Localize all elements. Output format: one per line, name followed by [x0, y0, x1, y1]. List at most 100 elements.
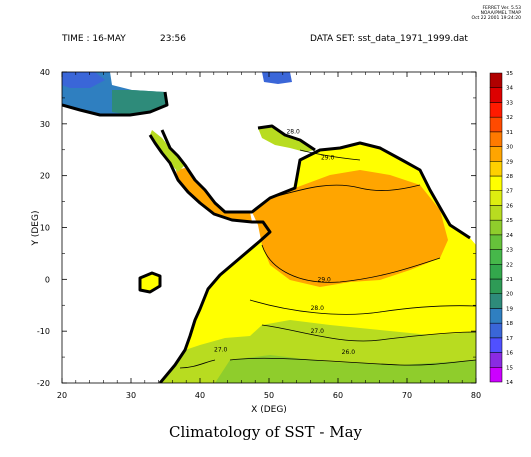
- colorbar-label: 29: [506, 159, 513, 165]
- colorbar-swatch: [489, 131, 503, 147]
- y-tick-label: -10: [37, 327, 50, 336]
- colorbar-label: 34: [506, 86, 513, 92]
- x-tick-label: 30: [126, 391, 136, 400]
- warm-core-29-30: [252, 170, 448, 287]
- x-tick-label: 20: [57, 391, 67, 400]
- stamp-line-2: NOAA/PMEL TMAP: [480, 11, 521, 16]
- axis-ticks: 20 30 40 50 60 70 80 -20 -10 0 10 20 30 40: [37, 68, 481, 400]
- colorbar-label: 20: [506, 292, 513, 298]
- colorbar-label: 30: [506, 145, 513, 151]
- contour-27-west: [179, 359, 216, 369]
- colorbar-swatch: [489, 264, 503, 280]
- map-layer: [62, 72, 476, 383]
- colorbar-swatch: [489, 352, 503, 368]
- coastlines: [62, 91, 471, 383]
- contour-26: [229, 357, 476, 366]
- ferret-stamp: FERRET Ver. 5.53 NOAA/PMEL TMAP Oct 22 2…: [472, 6, 521, 21]
- x-tick-label: 80: [471, 391, 481, 400]
- colorbar-swatch: [489, 205, 503, 221]
- colorbar-swatch: [489, 116, 503, 133]
- colorbar-swatch: [489, 175, 503, 191]
- colorbar-swatch: [489, 337, 503, 353]
- x-tick-label: 40: [195, 391, 205, 400]
- gulf-oman: [276, 256, 292, 262]
- coast-arabia: [160, 129, 471, 240]
- contour-label-layer: 29.0 28.0 29.0 28.0 27.0 27.0 26.0: [214, 129, 356, 356]
- colorbar-swatch: [489, 322, 503, 339]
- colorbar-label: 28: [506, 174, 513, 180]
- mediterranean-east: [112, 90, 167, 115]
- stamp-line-1: FERRET Ver. 5.53: [482, 6, 521, 11]
- x-tick-label: 60: [333, 391, 343, 400]
- colorbar-swatch: [489, 72, 503, 88]
- y-tick-label: 30: [40, 120, 50, 129]
- coast-africa: [148, 134, 272, 383]
- contour-label: 27.0: [214, 346, 228, 353]
- colorbar-label: 19: [506, 306, 513, 312]
- time-value: 23:56: [160, 34, 186, 44]
- colorbar-swatch: [489, 278, 503, 294]
- colorbar-swatch: [489, 146, 503, 162]
- colorbar-label: 23: [506, 248, 513, 254]
- colorbar-label: 24: [506, 233, 513, 239]
- y-tick-label: 20: [40, 172, 50, 181]
- contour-label: 29.0: [321, 155, 335, 162]
- contour-29-south: [261, 244, 441, 283]
- colorbar-swatch: [489, 87, 503, 103]
- dataset-label: DATA SET: sst_data_1971_1999.dat: [310, 34, 468, 44]
- colorbar-label: 21: [506, 277, 513, 283]
- x-axis-label: X (DEG): [251, 405, 287, 415]
- colorbar-label: 15: [506, 365, 513, 371]
- contour-label: 29.0: [318, 276, 332, 283]
- colorbar-label: 22: [506, 262, 513, 268]
- colorbar: 14 15 16 17 18 19 20 21 22 23 24 25 26 27 28 29 30 31 32 33…: [489, 71, 513, 386]
- contour-label: 26.0: [342, 349, 356, 356]
- colorbar-label: 25: [506, 218, 513, 224]
- contour-label: 28.0: [311, 305, 325, 312]
- y-axis-label: Y (DEG): [31, 211, 41, 247]
- colorbar-label: 27: [506, 189, 513, 195]
- contour-label: 28.0: [286, 129, 300, 136]
- colorbar-swatch: [489, 293, 503, 309]
- red-sea-north: [150, 130, 185, 172]
- colorbar-label: 26: [506, 203, 513, 209]
- colorbar-swatch: [489, 161, 503, 177]
- coast-island: [138, 271, 162, 294]
- colorbar-swatch: [489, 190, 503, 206]
- coast-med: [62, 91, 169, 117]
- y-tick-label: 10: [40, 224, 50, 233]
- colorbar-label: 16: [506, 351, 513, 357]
- contour-label: 27.0: [311, 328, 325, 335]
- coast-gulf: [257, 124, 316, 152]
- colorbar-label: 17: [506, 336, 513, 342]
- colorbar-swatch: [489, 308, 503, 324]
- colorbar-swatch: [489, 219, 503, 236]
- x-tick-label: 50: [264, 391, 274, 400]
- x-tick-label: 70: [402, 391, 412, 400]
- y-tick-label: 0: [45, 275, 50, 284]
- stamp-line-3: Oct 22 2001 19:24:20: [471, 16, 521, 21]
- colorbar-label: 18: [506, 321, 513, 327]
- persian-gulf: [258, 126, 315, 152]
- colorbar-swatch: [489, 234, 503, 250]
- colorbar-label: 35: [506, 71, 513, 77]
- contour-28-north: [299, 149, 361, 161]
- colorbar-swatch: [489, 102, 503, 118]
- colorbar-label: 14: [506, 380, 513, 386]
- colorbar-label: 32: [506, 115, 513, 121]
- time-label: TIME : 16-MAY: [62, 34, 126, 44]
- caspian: [262, 72, 292, 84]
- island: [140, 273, 160, 292]
- colorbar-swatch: [489, 367, 503, 383]
- contour-27: [261, 324, 476, 342]
- y-tick-label: 40: [40, 68, 50, 77]
- colorbar-label: 33: [506, 100, 513, 106]
- colorbar-label: 31: [506, 130, 513, 136]
- colorbar-swatch: [489, 249, 503, 265]
- contour-lines: [179, 149, 476, 369]
- y-tick-label: -20: [37, 379, 50, 388]
- band-25-26: [215, 355, 476, 383]
- contour-28: [249, 299, 476, 315]
- mediterranean-west: [62, 72, 105, 88]
